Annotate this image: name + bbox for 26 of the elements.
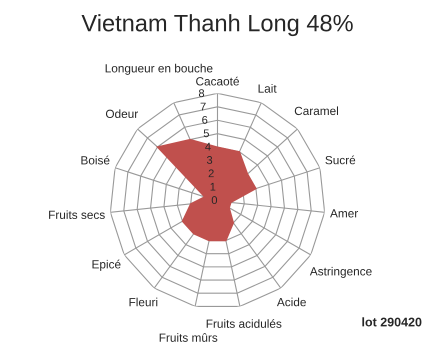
y-tick-label: 8 [198,89,204,98]
y-tick-label: 0 [212,196,218,204]
spoke-label: Fruits mûrs [160,333,218,342]
y-tick-label: 1 [210,182,216,191]
spoke-label: Epicé [92,260,121,271]
spoke-label: Cacaoté [196,76,239,86]
y-tick-label: 6 [202,116,208,124]
spoke-label: Astringence [310,266,372,278]
spoke-label: Amer [330,209,358,218]
spoke-label: Acide [276,298,306,306]
spoke-label: Fruits acidulés [206,319,282,328]
spoke-label: Caramel [294,106,338,116]
chart-title: Vietnam Thanh Long 48% [82,14,353,36]
spoke-label: Boisé [81,156,110,164]
spoke-label: Longueur en bouche [106,64,212,75]
y-tick-label: 5 [204,129,209,138]
spoke-label: Lait [258,84,277,93]
spoke-label: Odeur [106,109,138,118]
spoke-label: Fleuri [130,298,158,306]
spoke-label: Fruits secs [49,210,105,220]
text: lot 290420 [362,317,422,326]
spoke-label: Sucré [325,156,356,164]
y-tick-label: 7 [200,102,206,110]
y-tick-label: 4 [205,142,211,150]
y-tick-label: 2 [208,169,214,178]
y-tick-label: 3 [206,156,212,164]
